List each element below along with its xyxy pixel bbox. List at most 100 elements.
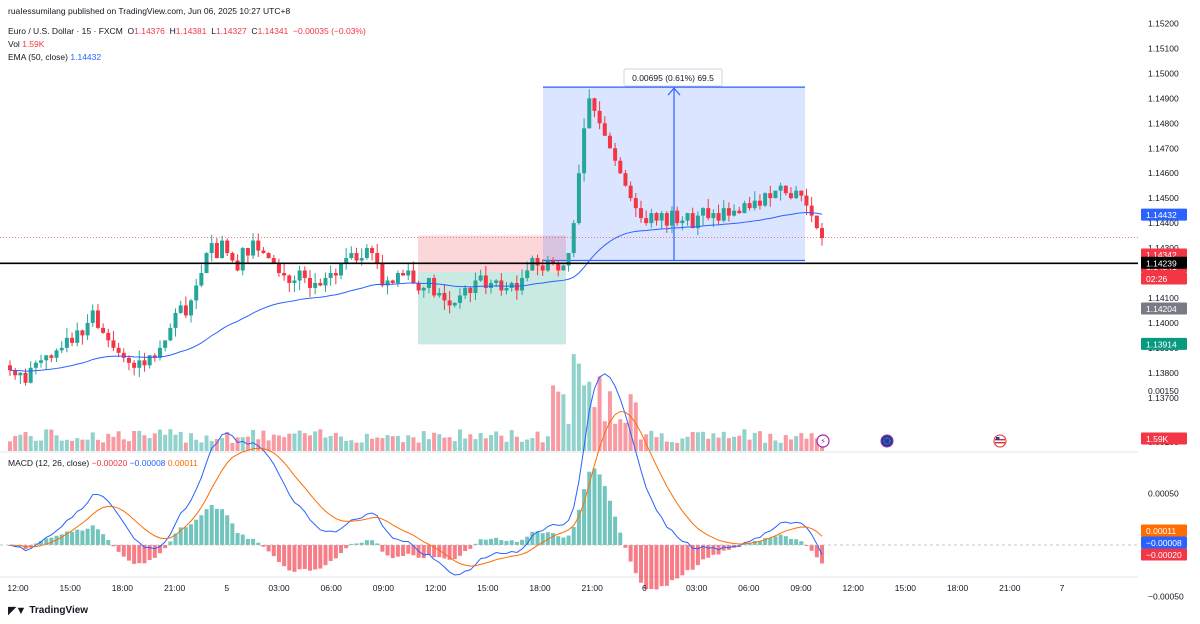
drawing-tools[interactable]: 0.00695 (0.61%) 69.5	[418, 68, 805, 345]
candle-body	[649, 213, 654, 224]
candle-body	[401, 273, 406, 276]
macd-histogram-bar	[297, 545, 302, 570]
volume-bar	[240, 437, 245, 451]
candle-body	[406, 270, 411, 276]
volume-bar	[282, 437, 287, 451]
candle-body	[768, 193, 773, 199]
candle-body	[313, 282, 318, 288]
candle-body	[726, 208, 731, 216]
macd-histogram-bar	[101, 534, 106, 545]
volume-bar	[276, 435, 281, 451]
candle-body	[711, 213, 716, 219]
macd-tick-label: 0.00050	[1148, 489, 1179, 499]
candle-body	[416, 282, 421, 291]
chart-overlay: ⚡	[0, 237, 1138, 448]
price-badge-text: 02:26	[1146, 274, 1168, 284]
candle-body	[613, 148, 618, 161]
macd-histogram-bar	[199, 515, 204, 545]
volume-bar	[111, 436, 116, 451]
volume-bar	[287, 433, 292, 451]
candle-body	[638, 208, 643, 219]
macd-histogram-bar	[287, 545, 292, 571]
volume-bar	[680, 438, 685, 451]
volume-bar	[157, 429, 162, 451]
volume-bar	[359, 442, 364, 451]
macd-line	[9, 373, 823, 576]
volume-bar	[189, 433, 194, 451]
macd-histogram-bar	[582, 489, 587, 545]
candle-body	[395, 273, 400, 283]
volume-bar	[633, 402, 638, 451]
macd-badge-text: −0.00008	[1146, 538, 1182, 548]
candle-body	[75, 330, 80, 343]
candle-body	[757, 200, 762, 206]
macd-pane	[0, 373, 1138, 590]
volume-bar	[685, 436, 690, 451]
time-axis[interactable]: 12:00 15:00 18:00 21:00 5 03:00 06:00 09:00 12:0…	[7, 583, 1064, 593]
macd-badge-bg	[1141, 524, 1187, 537]
price-axis-bg	[1138, 0, 1200, 600]
ema-legend[interactable]: EMA (50, close) 1.14432	[8, 52, 101, 62]
volume-label: Vol	[8, 39, 20, 49]
volume-bar	[90, 432, 95, 451]
us-flag-event-icon	[993, 434, 1007, 448]
macd-histogram-bar	[613, 516, 618, 545]
symbol-legend[interactable]: Euro / U.S. Dollar · 15 · FXCM O1.14376 …	[8, 26, 366, 36]
macd-histogram-bar	[39, 541, 44, 545]
ohlc-close-label: C	[251, 26, 258, 36]
candle-body	[121, 352, 126, 358]
volume-bar	[752, 432, 757, 451]
macd-histogram-bar	[421, 545, 426, 559]
volume-bar	[463, 438, 468, 451]
macd-histogram-bar	[323, 545, 328, 566]
candle-body	[126, 357, 131, 363]
volume-bar	[380, 438, 385, 451]
volume-bar	[788, 439, 793, 451]
candle-body	[664, 213, 669, 226]
volume-bar	[416, 442, 421, 451]
price-axis[interactable]: 1.15200 1.15100 1.15000 1.14900 1.14800 1.147…	[1138, 0, 1200, 601]
volume-bar	[613, 423, 618, 451]
volume-bar	[173, 434, 178, 451]
price-badge: 1.14204	[1141, 302, 1187, 315]
candle-body	[375, 253, 380, 264]
volume-bar	[235, 437, 240, 451]
candle-body	[463, 287, 468, 296]
candle-body	[566, 253, 571, 266]
candle-body	[752, 200, 757, 209]
volume-value: 1.59K	[22, 39, 45, 49]
volume-bar	[778, 442, 783, 451]
macd-histogram-bar	[380, 545, 385, 552]
time-tick-label: 06:00	[738, 583, 760, 593]
time-tick-label: 6	[642, 583, 647, 593]
macd-badge: −0.00020	[1141, 548, 1187, 561]
macd-histogram-bar	[809, 545, 814, 551]
candle-body	[276, 263, 281, 273]
eu-flag-circle	[880, 434, 894, 448]
macd-tick-label: −0.00050	[1148, 591, 1184, 601]
candle-body	[90, 310, 95, 323]
volume-legend[interactable]: Vol 1.59K	[8, 39, 44, 49]
candle-body	[576, 173, 581, 224]
footer-brand[interactable]: ◤▼ TradingView	[8, 604, 88, 617]
volume-bar	[116, 431, 121, 451]
macd-histogram-bar	[701, 545, 706, 560]
candle-body	[333, 273, 338, 276]
macd-histogram-bar	[240, 534, 245, 545]
volume-bar	[147, 437, 152, 451]
volume-bar	[323, 437, 328, 451]
macd-histogram-bar	[282, 545, 287, 567]
macd-histogram-bar	[142, 545, 147, 564]
volume-bar	[483, 438, 488, 451]
macd-histogram-bar	[747, 543, 752, 545]
price-badge-bg	[1141, 256, 1187, 269]
macd-legend[interactable]: MACD (12, 26, close) −0.00020 −0.00008 0…	[8, 458, 198, 468]
candle-body	[106, 332, 111, 341]
macd-histogram-bar	[571, 527, 576, 545]
us-flag-circle	[993, 434, 1007, 448]
candle-body	[266, 253, 271, 259]
macd-badge-bg	[1141, 548, 1187, 561]
volume-bar	[313, 431, 318, 451]
time-tick-label: 15:00	[60, 583, 82, 593]
